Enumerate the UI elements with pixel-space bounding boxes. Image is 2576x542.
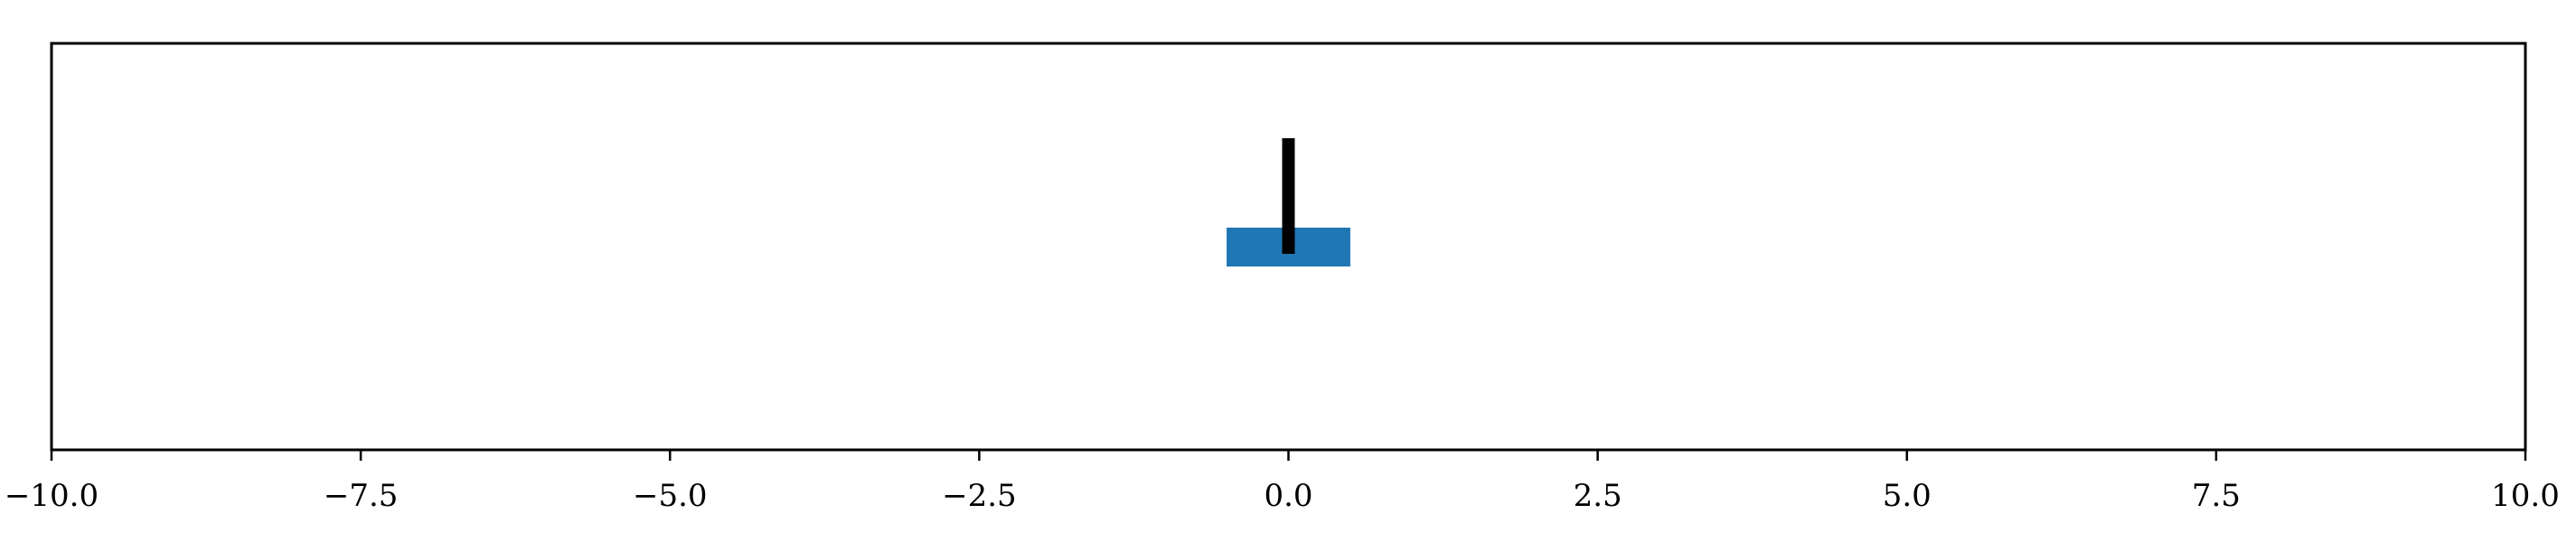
x-tick-label-6: 5.0 [1883, 478, 1932, 514]
x-tick-label-0: −10.0 [5, 478, 99, 514]
vertical-marker [1282, 138, 1295, 254]
x-tick-label-7: 7.5 [2192, 478, 2241, 514]
x-tick-label-3: −2.5 [942, 478, 1017, 514]
x-tick-label-4: 0.0 [1264, 478, 1312, 514]
x-tick-label-8: 10.0 [2491, 478, 2560, 514]
x-tick-label-2: −5.0 [633, 478, 708, 514]
x-axis-tick-labels: −10.0 −7.5 −5.0 −2.5 0.0 2.5 5.0 7.5 10.0 [5, 478, 2560, 514]
x-tick-label-5: 2.5 [1574, 478, 1622, 514]
x-tick-label-1: −7.5 [324, 478, 399, 514]
x-axis-ticks [50, 450, 2527, 461]
marker-layer [1282, 138, 1295, 254]
